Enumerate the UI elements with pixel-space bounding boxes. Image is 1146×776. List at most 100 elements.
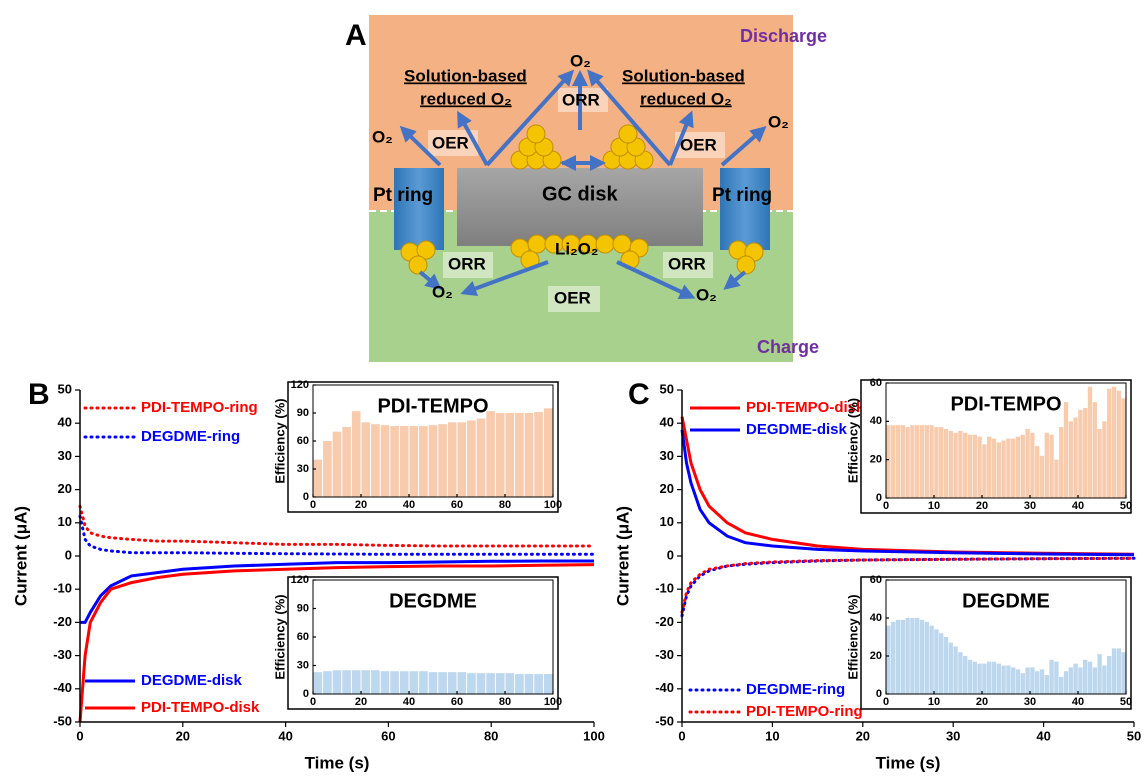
y-tick-label: 0 xyxy=(303,491,309,503)
bar xyxy=(1064,671,1068,694)
bar xyxy=(1059,427,1063,498)
x-tick-label: 0 xyxy=(883,500,889,512)
bar xyxy=(333,432,342,497)
y-tick-label: 20 xyxy=(58,481,72,496)
label: Solution-based xyxy=(404,66,527,85)
y-tick-label: 60 xyxy=(870,574,882,586)
x-tick-label: 40 xyxy=(1036,728,1050,743)
inset-title: DEGDME xyxy=(389,590,477,612)
panel-label: C xyxy=(628,378,650,411)
legend-label: DEGDME-disk xyxy=(746,421,848,438)
legend-label: DEGDME-ring xyxy=(746,681,845,698)
bar xyxy=(1035,671,1039,694)
x-axis-label: Time (s) xyxy=(305,753,370,772)
bar xyxy=(1021,435,1025,498)
y-tick-label: 0 xyxy=(876,688,882,700)
bar xyxy=(1001,441,1005,499)
bar xyxy=(448,672,457,694)
bar xyxy=(429,425,438,497)
y-tick-label: 0 xyxy=(303,688,309,700)
bar xyxy=(1093,402,1097,498)
bar xyxy=(438,672,447,694)
y-tick-label: 40 xyxy=(660,415,674,430)
pt-ring xyxy=(720,168,770,250)
bar xyxy=(944,637,948,694)
y-axis-label: Current (μA) xyxy=(613,506,632,606)
label: ORR xyxy=(448,254,486,273)
y-tick-label: 120 xyxy=(291,574,309,586)
bar xyxy=(1069,421,1073,498)
bar xyxy=(1006,439,1010,498)
y-tick-label: -50 xyxy=(53,713,72,728)
x-axis-label: Time (s) xyxy=(876,753,941,772)
bar xyxy=(982,444,986,498)
inset-title: PDI-TEMPO xyxy=(377,395,488,417)
bar xyxy=(1073,664,1077,694)
bar xyxy=(934,629,938,694)
bar xyxy=(534,674,543,694)
y-axis-label: Efficiency (%) xyxy=(845,398,860,483)
bar xyxy=(891,622,895,694)
bar xyxy=(891,425,895,498)
bar xyxy=(1011,667,1015,694)
x-tick-label: 20 xyxy=(856,728,870,743)
bar xyxy=(1021,673,1025,694)
y-tick-label: 30 xyxy=(297,463,309,475)
bar xyxy=(901,620,905,694)
y-tick-label: -20 xyxy=(655,614,674,629)
bar xyxy=(1030,433,1034,498)
label: O₂ xyxy=(768,112,789,131)
bar xyxy=(987,437,991,498)
bar xyxy=(467,420,476,497)
bar xyxy=(515,674,524,694)
x-tick-label: 50 xyxy=(1127,728,1141,743)
bar xyxy=(1025,429,1029,498)
label: ORR xyxy=(668,254,706,273)
bar xyxy=(920,425,924,498)
bar xyxy=(997,664,1001,694)
y-tick-label: 30 xyxy=(660,448,674,463)
y-tick-label: -40 xyxy=(655,680,674,695)
bar xyxy=(1097,429,1101,498)
bar xyxy=(982,664,986,694)
bar xyxy=(342,670,351,694)
bar xyxy=(929,425,933,498)
bar xyxy=(323,441,332,497)
bar xyxy=(1059,677,1063,694)
bar xyxy=(1064,402,1068,498)
label: O₂ xyxy=(432,282,453,301)
bar xyxy=(1045,433,1049,498)
bar xyxy=(496,413,505,497)
bar xyxy=(477,673,486,694)
bar xyxy=(910,618,914,694)
bar xyxy=(323,671,332,694)
bar xyxy=(905,618,909,694)
bar xyxy=(905,427,909,498)
legend-label: DEGDME-ring xyxy=(141,428,240,445)
y-tick-label: 40 xyxy=(870,612,882,624)
y-tick-label: 50 xyxy=(58,381,72,396)
bar xyxy=(1006,666,1010,695)
label: O₂ xyxy=(570,51,591,70)
x-tick-label: 20 xyxy=(176,728,190,743)
bar xyxy=(963,433,967,498)
bar xyxy=(1093,667,1097,694)
x-tick-label: 30 xyxy=(1024,500,1036,512)
inset-title: PDI-TEMPO xyxy=(950,393,1061,415)
inset-title: DEGDME xyxy=(962,590,1050,612)
bar xyxy=(920,620,924,694)
bar xyxy=(352,411,361,497)
y-tick-label: -10 xyxy=(53,581,72,596)
label: reduced O₂ xyxy=(420,89,512,108)
bar xyxy=(934,427,938,498)
x-tick-label: 60 xyxy=(381,728,395,743)
x-tick-label: 60 xyxy=(451,696,463,708)
bar xyxy=(992,439,996,498)
bar xyxy=(915,425,919,498)
figure: A D xyxy=(0,0,1146,776)
x-tick-label: 20 xyxy=(355,696,367,708)
bar xyxy=(438,424,447,497)
bar xyxy=(1030,667,1034,694)
x-tick-label: 40 xyxy=(278,728,292,743)
y-tick-label: 30 xyxy=(297,659,309,671)
